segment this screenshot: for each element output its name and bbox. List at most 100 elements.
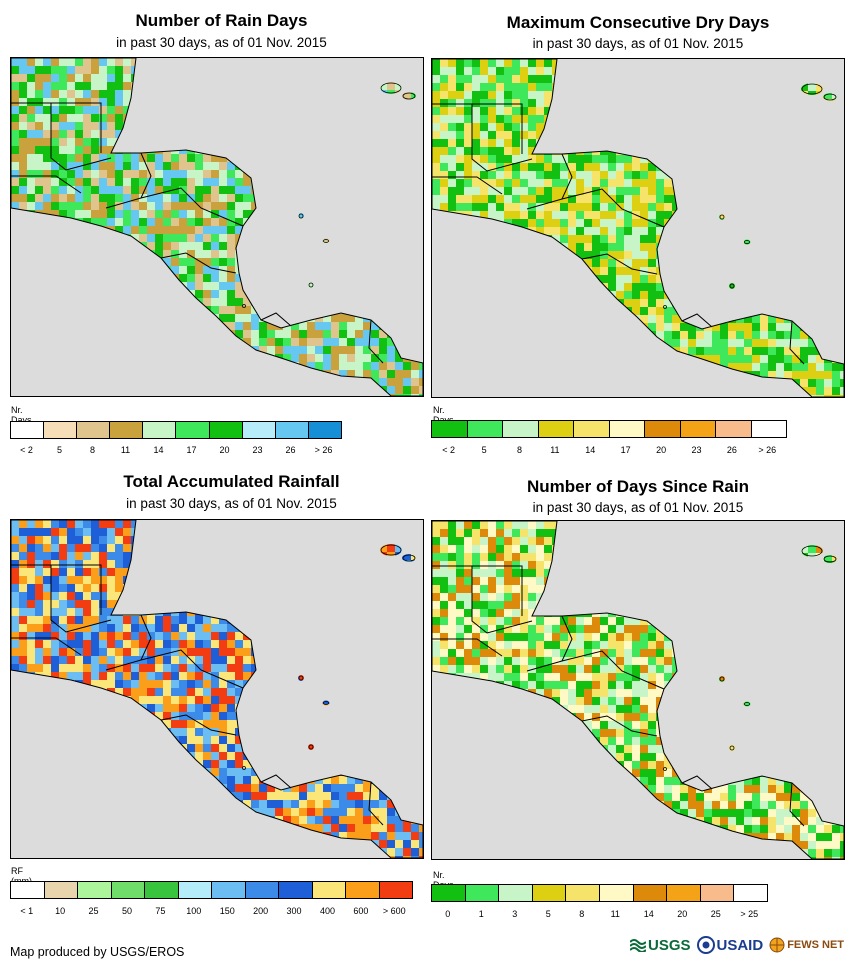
legend-swatch [111, 882, 145, 898]
legend-swatch [245, 882, 279, 898]
legend-tick-label: 17 [186, 445, 197, 455]
country-border [368, 319, 384, 364]
panel-title: Number of Rain Days [135, 11, 308, 30]
map-rainfall [10, 519, 424, 859]
legend-tick-label: > 26 [758, 445, 777, 455]
legend-tick-label: 5 [56, 445, 63, 455]
country-border [432, 565, 523, 616]
legend-swatch [11, 422, 45, 438]
legend-tick-label: 300 [286, 906, 302, 916]
legend-ticks: < 2 5 8 11 14 17 20 23 26 > 26 [431, 445, 785, 457]
legend-swatch [346, 882, 380, 898]
country-border [260, 312, 292, 327]
legend-tick-label: 75 [155, 906, 166, 916]
island-outline [823, 555, 837, 563]
legend-ticks: < 1 10 25 50 75 100 150 200 300 400 600 > 600 [10, 906, 411, 918]
map-credit: Map produced by USGS/EROS [10, 945, 185, 959]
legend-swatch [700, 885, 735, 901]
legend-swatch [77, 422, 111, 438]
land-raster [11, 58, 423, 396]
country-border [561, 153, 573, 200]
legend-swatch [145, 882, 179, 898]
land-raster [432, 59, 844, 397]
country-border [11, 102, 102, 153]
country-border [368, 781, 384, 826]
country-border [105, 187, 244, 227]
country-border [432, 103, 523, 154]
country-border [160, 252, 237, 274]
legend-swatch [176, 422, 210, 438]
fewsnet-globe-icon [769, 937, 785, 953]
legend-swatch [432, 421, 468, 437]
legend-tick-label: 600 [353, 906, 369, 916]
land-raster [11, 520, 423, 858]
panel-title: Total Accumulated Rainfall [123, 472, 340, 491]
country-border [681, 775, 713, 790]
legend-tick-label: 5 [481, 445, 487, 455]
legend-swatch [78, 882, 112, 898]
map-rain-days [10, 57, 424, 397]
legend-tick-label: 400 [319, 906, 335, 916]
legend-swatch [716, 421, 752, 437]
legend-swatch [312, 882, 346, 898]
legend-swatch [538, 421, 574, 437]
island-outline [663, 767, 667, 771]
legend-swatch [680, 421, 716, 437]
legend-tick-label: 14 [153, 445, 164, 455]
legend-tick-label: 3 [512, 909, 518, 919]
panel-title: Number of Days Since Rain [526, 477, 749, 496]
legend-swatch [645, 421, 681, 437]
island-outline [298, 675, 304, 681]
map-dry-days [431, 58, 845, 398]
legend-tick-label: 25 [710, 909, 721, 919]
land-raster [432, 521, 844, 859]
country-border [526, 650, 665, 690]
legend-tick-label: < 1 [20, 906, 34, 916]
legend-tick-label: 25 [88, 906, 99, 916]
legend-bar [431, 884, 768, 902]
island-outline [308, 744, 314, 750]
country-border [50, 565, 112, 633]
country-border [789, 320, 805, 365]
legend-swatch [566, 885, 600, 901]
island-outline [323, 239, 329, 243]
legend-tick-label: 50 [121, 906, 132, 916]
country-border [581, 253, 658, 275]
legend-swatch [11, 882, 45, 898]
legend-tick-label: 20 [656, 445, 667, 455]
legend-swatch [751, 421, 786, 437]
legend-unit-label: Nr. Days [11, 405, 32, 425]
legend-tick-label: 14 [643, 909, 654, 919]
legend-swatch [432, 885, 466, 901]
legend-tick-label: 20 [219, 445, 230, 455]
legend-tick-label: 10 [55, 906, 66, 916]
legend-tick-label: < 2 [442, 445, 456, 455]
country-border [471, 566, 533, 634]
legend-tick-label: 150 [219, 906, 235, 916]
fewsnet-logo: FEWS NET [769, 937, 844, 953]
island-outline [744, 240, 750, 244]
legend-tick-label: > 26 [314, 445, 333, 455]
legend-swatch [599, 885, 634, 901]
coastline [432, 59, 844, 397]
coastline [432, 521, 844, 859]
country-border [105, 649, 244, 689]
legend-swatch [279, 882, 313, 898]
legend-swatch [465, 885, 500, 901]
legend-swatch [532, 885, 567, 901]
legend-tick-label: 5 [545, 909, 551, 919]
country-border [681, 313, 713, 328]
legend-tick-label: 23 [252, 445, 263, 455]
coastline [11, 58, 423, 396]
legend-tick-label: < 2 [20, 445, 33, 455]
legend-tick-label: 26 [285, 445, 296, 455]
island-outline [298, 213, 304, 219]
usgs-logo: USGS [630, 937, 691, 954]
legend-tick-label: 26 [726, 445, 737, 455]
country-border [526, 188, 665, 228]
island-outline [719, 676, 725, 682]
country-border [11, 637, 82, 656]
legend-swatch [209, 422, 243, 438]
island-outline [719, 214, 725, 220]
panel-subtitle: in past 30 days, as of 01 Nov. 2015 [532, 500, 744, 515]
